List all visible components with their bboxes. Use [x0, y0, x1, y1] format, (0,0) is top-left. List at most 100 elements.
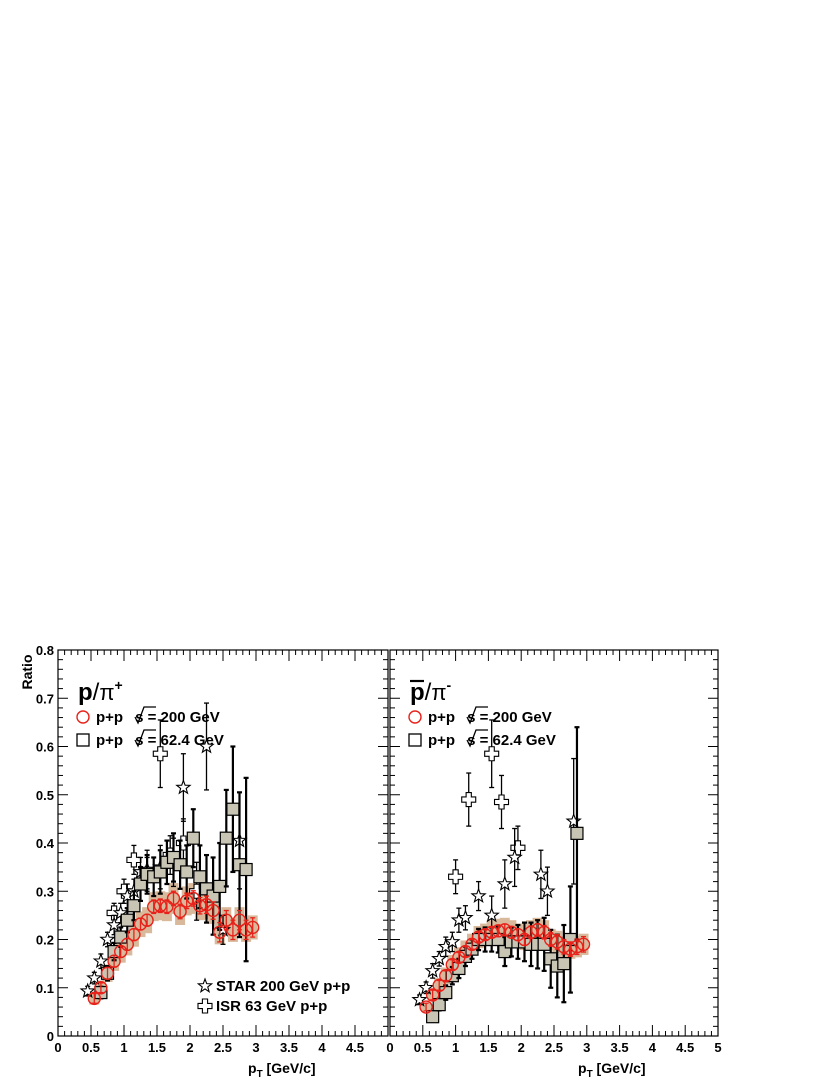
x-tick-label: 2 — [518, 1040, 525, 1055]
data-point-circle — [166, 891, 181, 906]
data-point-circle — [419, 1000, 433, 1014]
data-point-circle — [212, 925, 227, 939]
data-point-star — [470, 887, 487, 904]
x-axis-title: pT [GeV/c] — [578, 1060, 646, 1080]
data-point-square — [193, 870, 207, 884]
data-point-cross — [152, 746, 168, 762]
data-point-circle — [87, 991, 102, 1006]
data-point-square — [439, 985, 453, 1000]
x-axis-title: pT [GeV/c] — [248, 1060, 316, 1080]
x-tick-label: 1.5 — [479, 1040, 497, 1055]
x-tick-label: 2.5 — [214, 1040, 232, 1055]
x-tick-label: 3.5 — [280, 1040, 298, 1055]
legend-prefix: p+p — [428, 732, 455, 749]
legend-suffix: = 62.4 GeV — [475, 732, 555, 749]
panel-title-sup: - — [447, 677, 452, 693]
data-point-star — [411, 991, 428, 1007]
data-point-star — [175, 778, 192, 795]
legend-suffix: = 62.4 GeV — [143, 732, 223, 749]
right-panel: 0 0.5 1 1.5 2 2.5 3 3.5 4 4.5 5pT [GeV/c]p/π-p+p s … — [386, 649, 722, 1080]
data-point-star — [457, 909, 474, 925]
x-tick-label: 4.5 — [346, 1040, 364, 1055]
legend-suffix: = 200 GeV — [143, 709, 219, 726]
data-point-square — [186, 831, 200, 845]
x-axis-title-main: p — [578, 1060, 587, 1076]
y-tick-label: 0.4 — [36, 836, 55, 851]
data-point-star — [92, 952, 110, 969]
series-cross — [448, 719, 526, 895]
data-point-circle — [206, 903, 220, 918]
sqrt-sign — [134, 706, 156, 725]
left-panel: 0 0.5 1 1.5 2 2.5 3 3.5 4 4.5 0 0.1 0.2 0.3 0.4 0.5 0.6 0… — [36, 643, 389, 1080]
x-tick-label: 0.5 — [414, 1040, 432, 1055]
data-point-circle — [100, 966, 115, 980]
x-axis-title-sub: T — [257, 1069, 263, 1080]
data-point-circle — [425, 988, 440, 1002]
x-tick-label: 4 — [649, 1040, 657, 1055]
data-point-circle — [127, 927, 141, 942]
x-tick-label: 5 — [714, 1040, 721, 1055]
panel-title: p/π+ — [78, 677, 123, 706]
y-axis-title: Ratio — [19, 655, 35, 690]
data-point-circle — [120, 937, 135, 952]
series-square — [94, 745, 253, 1000]
x-axis-title-main: p — [248, 1060, 257, 1076]
legend-entry-text: p+p s = 62.4 GeV — [96, 732, 224, 749]
sqrt-sign — [134, 729, 156, 748]
panel-title-slash: / — [93, 679, 100, 706]
sqrt-sign — [466, 729, 488, 748]
x-tick-label: 3 — [583, 1040, 590, 1055]
data-point-square — [127, 899, 141, 913]
data-point-square — [219, 831, 233, 845]
x-tick-label: 3.5 — [611, 1040, 629, 1055]
y-tick-label: 0.3 — [36, 884, 54, 899]
data-point-star — [99, 930, 116, 947]
data-point-circle — [245, 920, 260, 935]
legend-marker-square — [76, 733, 90, 747]
legend-marker-star — [196, 977, 214, 993]
data-point-square — [557, 957, 571, 971]
data-point-cross — [484, 746, 500, 762]
data-point-square — [570, 826, 584, 840]
series-star — [411, 757, 582, 1007]
y-tick-label: 0.7 — [36, 691, 54, 706]
data-point-circle — [113, 944, 128, 959]
legend-sqrt-arg: s — [135, 732, 143, 749]
legend-entry-text: p+p s = 200 GeV — [96, 709, 220, 726]
data-point-star — [483, 906, 500, 923]
data-point-star — [532, 865, 550, 882]
data-point-circle — [94, 981, 108, 995]
legend-prefix: p+p — [96, 709, 123, 726]
legend-prefix: p+p — [96, 732, 123, 749]
legend-marker-square — [408, 733, 422, 747]
y-tick-label: 0.2 — [36, 933, 54, 948]
legend-entry-text: ISR 63 GeV p+p — [216, 998, 327, 1015]
panel-title-pi: π — [431, 680, 446, 705]
panel-title-main: p — [78, 679, 93, 706]
x-tick-label: 1 — [120, 1040, 127, 1055]
y-tick-label: 0.5 — [36, 788, 54, 803]
data-point-star — [506, 848, 523, 865]
x-axis-title-unit: [GeV/c] — [263, 1060, 316, 1076]
data-point-star — [444, 933, 461, 949]
data-point-circle — [107, 954, 121, 968]
data-point-cross — [461, 792, 477, 808]
legend-sqrt-arg: s — [135, 709, 143, 726]
data-point-circle — [432, 978, 446, 993]
x-tick-label: 3 — [252, 1040, 259, 1055]
data-point-star — [198, 737, 215, 754]
data-point-cross — [493, 794, 510, 810]
x-tick-label: 1.5 — [148, 1040, 166, 1055]
data-point-cross — [126, 852, 142, 868]
legend-sqrt-arg: s — [467, 709, 475, 726]
x-tick-label: 2 — [186, 1040, 193, 1055]
panel-title: p/π- — [410, 677, 452, 706]
x-axis-title-sub: T — [587, 1069, 593, 1080]
data-point-circle — [173, 904, 187, 919]
legend-entry-text: p+p s = 62.4 GeV — [428, 732, 556, 749]
y-tick-label: 0 — [47, 1029, 54, 1044]
x-axis-title-unit: [GeV/c] — [593, 1060, 646, 1076]
panel-title-main: p — [410, 679, 425, 706]
x-tick-label: 4 — [318, 1040, 326, 1055]
x-tick-label: 0 — [54, 1040, 61, 1055]
